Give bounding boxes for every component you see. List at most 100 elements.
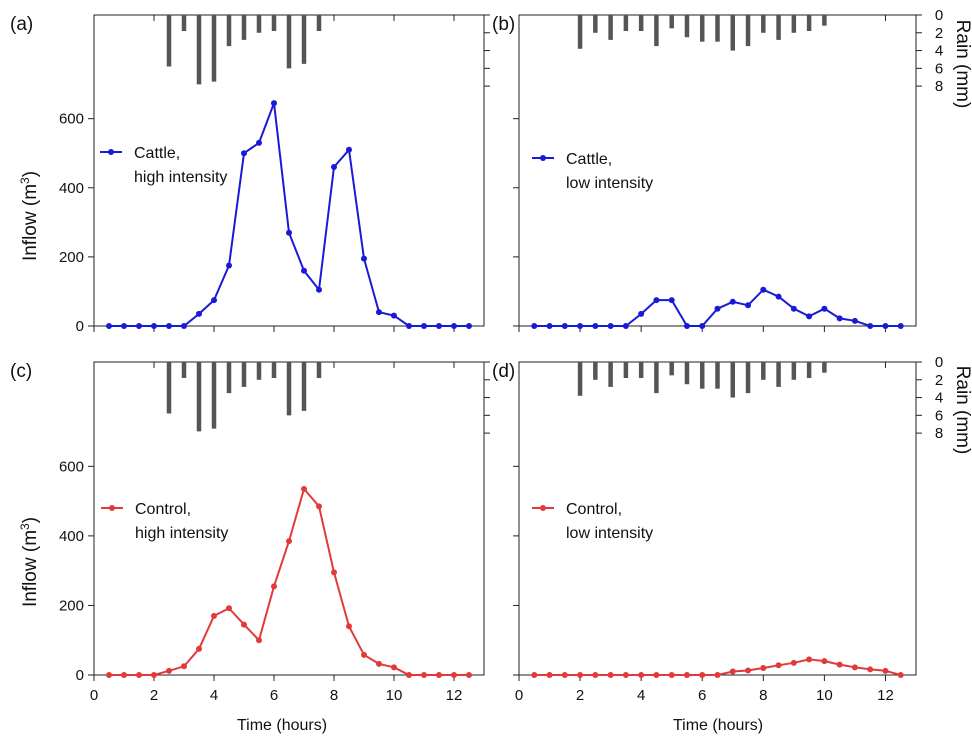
data-point [391,664,397,671]
data-point [882,667,889,674]
data-point [790,305,797,312]
x-tick-label: 8 [759,687,767,704]
data-point [897,672,904,678]
data-point [683,323,690,329]
y-axis-title-top: Inflow (m3) [18,171,41,261]
data-point [151,323,157,329]
data-point [638,310,645,317]
plot-frame [518,14,917,327]
data-point [714,672,721,678]
data-point [406,323,412,329]
x-tick-label: 12 [877,687,894,704]
data-point [316,286,322,293]
y-axis-title-bottom: Inflow (m3) [18,517,41,607]
series-line [109,102,469,327]
data-point [346,146,352,153]
data-point [821,658,828,665]
data-point [271,100,277,107]
x-tick-label: 6 [270,687,278,704]
data-point [561,672,568,678]
data-point [346,623,352,630]
data-point [531,323,538,329]
legend-label-line1: Cattle, [134,145,180,162]
legend-swatch-marker [540,505,546,511]
data-point [421,323,427,329]
data-point [531,672,538,678]
data-point [256,637,262,644]
data-point [211,612,217,619]
data-point [271,583,277,590]
data-point [790,659,797,666]
legend-label-line2: high intensity [135,525,228,542]
y-tick-label: 200 [59,249,84,266]
data-point [391,312,397,319]
x-tick-label: 0 [90,687,98,704]
x-tick-label: 6 [698,687,706,704]
rain-tick-label: 8 [935,78,943,95]
data-point [106,323,112,329]
legend-swatch-marker [540,155,546,161]
x-tick-label: 0 [515,687,523,704]
panel-label: (c) [10,361,32,382]
data-point [226,605,232,612]
rain-tick-label: 6 [935,60,943,77]
data-point [151,672,157,678]
panel-label: (d) [492,361,515,382]
data-point [331,569,337,576]
rain-tick-label: 0 [935,7,943,24]
data-point [436,323,442,329]
legend-swatch-marker [109,505,115,511]
panel-label: (b) [492,14,515,35]
data-point [256,139,262,146]
legend-label-line1: Cattle, [566,151,612,168]
rain-tick-label: 0 [935,354,943,371]
data-point [622,672,629,678]
data-point [546,672,553,678]
data-point [136,323,142,329]
rain-axis-title-bottom: Rain (mm) [952,366,972,455]
data-point [181,663,187,670]
x-tick-label: 8 [330,687,338,704]
data-point [775,662,782,669]
data-point [376,309,382,316]
data-point [745,302,752,309]
plot-frame [518,361,917,676]
chart-panel: 0 2 4 6 8 10 12 0 200 400 600 (c) Control, high inten… [10,361,490,704]
data-point [760,665,767,672]
data-point [196,645,202,652]
data-point [607,672,614,678]
legend-label-line1: Control, [566,501,622,518]
x-tick-label: 4 [637,687,645,704]
data-point [729,298,736,305]
rain-tick-label: 6 [935,407,943,424]
data-point [699,323,706,329]
data-point [301,485,307,492]
rain-tick-label: 2 [935,372,943,389]
data-point [421,672,427,678]
data-point [668,672,675,678]
data-point [668,297,675,304]
legend-swatch-marker [108,149,114,155]
data-point [546,323,553,329]
legend-label-line2: low intensity [566,175,653,192]
rain-tick-label: 4 [935,43,943,60]
x-axis-title-left: Time (hours) [237,717,327,734]
y-tick-label: 0 [76,318,84,335]
legend-label-line2: high intensity [134,169,227,186]
data-point [745,667,752,674]
data-point [331,164,337,171]
data-point [106,672,112,678]
data-point [867,666,874,673]
data-point [653,672,660,678]
data-point [699,672,706,678]
data-point [196,310,202,317]
panel-label: (a) [10,14,33,35]
data-point [136,672,142,678]
y-tick-label: 400 [59,180,84,197]
data-point [577,323,584,329]
data-point [301,267,307,274]
data-point [851,317,858,324]
x-tick-label: 2 [150,687,158,704]
x-tick-label: 2 [576,687,584,704]
